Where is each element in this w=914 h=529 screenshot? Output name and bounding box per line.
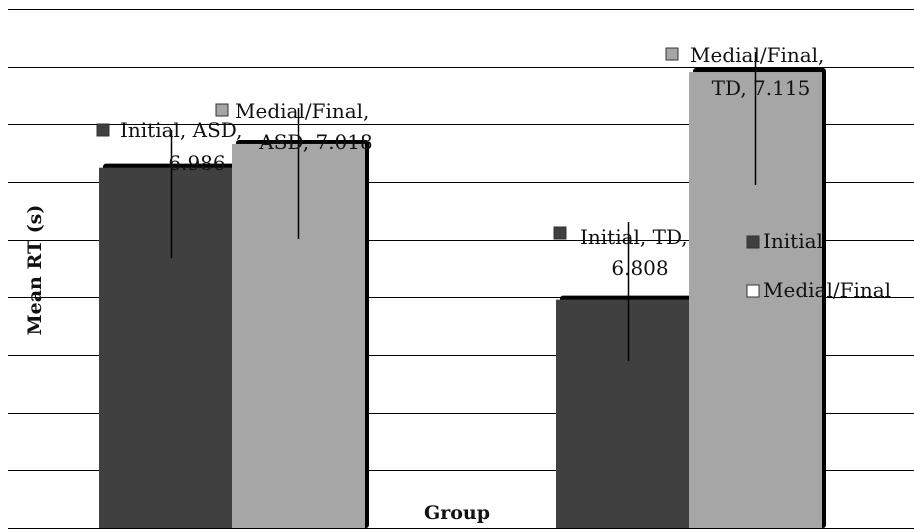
data-label: 6.808 <box>611 256 668 280</box>
legend-swatch <box>746 235 760 249</box>
data-label: ASD, 7.018 <box>258 130 372 154</box>
data-label-swatch <box>96 123 110 137</box>
bar-initial-td <box>556 299 689 528</box>
legend-label: Initial <box>763 229 823 253</box>
data-label-swatch <box>665 47 679 61</box>
data-label-swatch <box>215 103 229 117</box>
data-label: Medial/Final, <box>690 43 824 67</box>
data-label: Medial/Final, <box>235 99 369 123</box>
x-axis-title: Group <box>424 502 490 524</box>
bar-initial-asd <box>99 167 232 528</box>
data-label: TD, 7.115 <box>712 76 811 100</box>
data-label: 6.986 <box>168 151 225 175</box>
error-bars <box>170 52 757 361</box>
legend: Initial Medial/Final <box>746 229 891 302</box>
data-label: Initial, ASD, <box>120 118 242 142</box>
data-label: Initial, TD, <box>580 225 688 249</box>
legend-swatch <box>746 284 760 298</box>
legend-label: Medial/Final <box>763 278 891 302</box>
data-labels: Initial, ASD, 6.986 Medial/Final, ASD, 7.01… <box>96 43 824 280</box>
y-axis-title: Mean RT (s) <box>24 205 46 336</box>
data-label-swatch <box>553 226 567 240</box>
